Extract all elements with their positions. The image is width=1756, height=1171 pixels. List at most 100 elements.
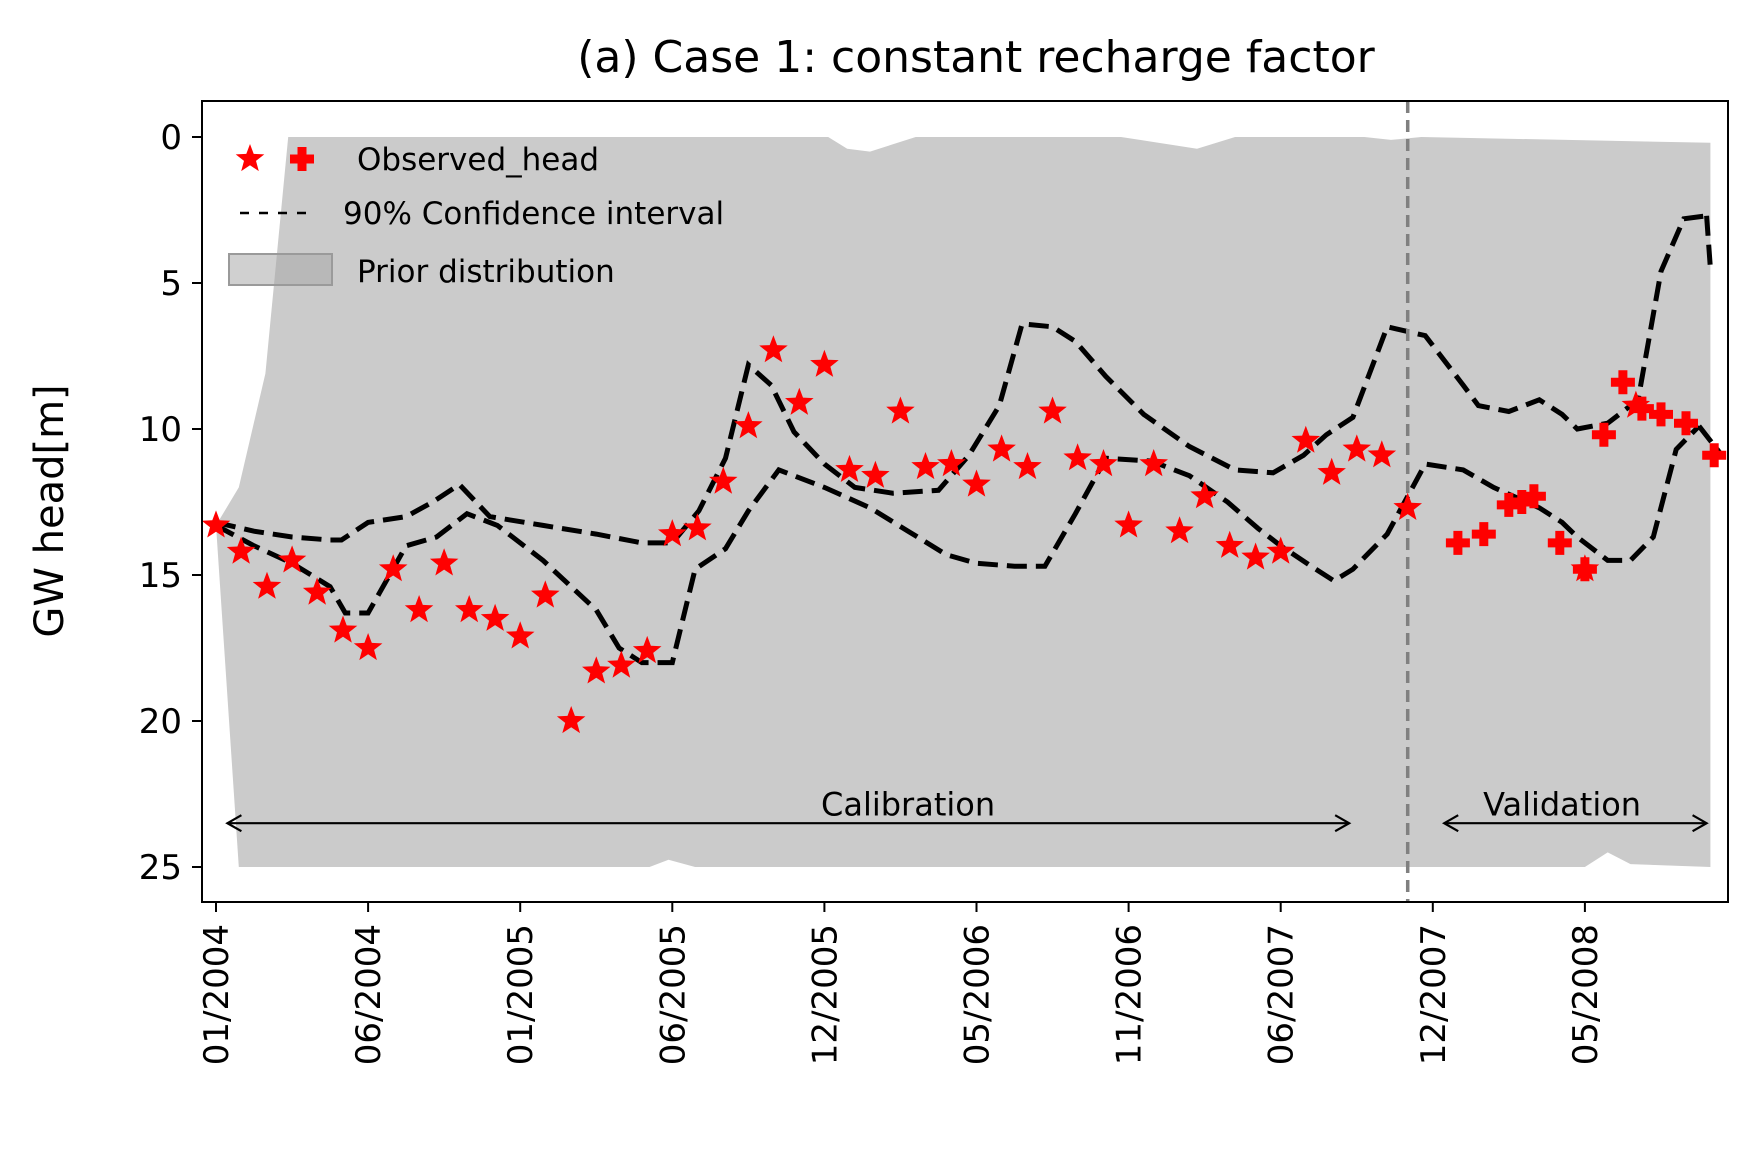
observed-plus-point [1674,411,1698,436]
x-tick-label: 06/2004 [349,924,389,1065]
observed-star-point [455,595,484,623]
observed-star-point [607,650,636,678]
observed-star-point [480,603,510,631]
plot-frame [201,100,1729,903]
observed-star-point [252,571,282,599]
validation-arrow-head-left [1441,814,1459,833]
observed-star-point [1114,510,1143,538]
x-tick-label: 11/2006 [1110,924,1150,1065]
observed-star-point [531,580,560,608]
ci-lower-line [214,424,1701,666]
observed-star-point [1165,516,1194,544]
y-tick-label: 25 [139,848,182,888]
x-tick-label: 05/2008 [1566,924,1606,1065]
prior-distribution-band [216,137,1711,867]
observed-plus-point [1649,402,1673,427]
observed-star-point [1367,440,1397,468]
observed-star-point [1038,396,1067,424]
observed-plus-point [1509,490,1534,514]
observed-star-point [835,454,864,482]
observed-star-point [962,469,991,497]
observed-star-point [1241,542,1270,570]
observed-star-point [734,411,763,439]
observed-star-point [937,449,966,477]
legend-label-prior: Prior distribution [357,254,615,290]
observed-star-point [302,577,332,605]
validation-arrow-head-right [1692,814,1709,833]
y-axis-label: GW head[m] [27,384,73,637]
observed-star-point [505,621,535,649]
y-tick-label: 20 [139,702,182,742]
legend-prior-patch [228,253,333,286]
y-tick-label: 5 [160,264,182,304]
observed-star-point [226,536,256,564]
axes: 0 5 10 15 20 25 01/2004 06/2004 01/2005 06/2005 12… [139,100,1729,1065]
y-tick-label: 0 [160,118,182,158]
observed-plus-point [1591,422,1616,447]
observed-plus-point [1702,443,1727,468]
prior-distribution-area [216,137,1711,867]
x-tick-label: 06/2007 [1262,924,1302,1065]
x-tick-label: 01/2005 [501,924,541,1065]
observed-star-point [353,633,383,661]
observed-star-point [404,595,434,623]
x-tick-label: 01/2004 [197,924,237,1065]
observed-plus-point [1471,522,1496,547]
y-tick-label: 15 [139,556,182,596]
observed-star-point [810,349,839,377]
calibration-arrow-head-left [225,814,242,833]
observed-star-point [1089,449,1118,477]
observed-star-point [1342,434,1371,462]
ci-upper-line [215,213,1707,546]
observed-star-point [861,460,890,488]
observed-star-point [886,396,915,424]
observed-star-point [1393,492,1422,520]
legend-label-observed: Observed_head [357,142,599,178]
period-annotations: Calibration Validation [225,786,1709,833]
observed-plus-point [1629,396,1654,421]
legend-plus-marker [290,147,314,171]
observed-head-points [201,335,1727,734]
observed-star-point [1215,530,1244,558]
x-tick-label: 12/2007 [1414,924,1454,1065]
observed-star-point [1190,481,1219,509]
calibration-label: Calibration [821,786,995,824]
observed-star-point [911,452,940,480]
observed-plus-point [1521,484,1546,509]
observed-star-point [1291,425,1321,453]
observed-star-point [201,510,231,538]
chart-title: (a) Case 1: constant recharge factor [577,32,1375,83]
observed-star-point [658,519,687,547]
legend-label-ci: 90% Confidence interval [343,196,724,232]
observed-star-point [429,548,459,576]
observed-star-point [1139,449,1168,477]
observed-star-point [582,656,611,684]
observed-star-point [632,635,662,664]
x-tick-label: 06/2005 [653,924,693,1065]
observed-plus-point [1572,557,1597,582]
observed-plus-point [1445,530,1470,555]
observed-star-point [759,335,788,363]
observed-plus-point [1610,370,1635,395]
observed-star-point [1013,452,1042,480]
x-tick-label: 12/2005 [805,924,845,1065]
validation-label: Validation [1483,786,1641,824]
observed-star-point [1317,457,1346,485]
x-tick-label: 05/2006 [958,924,998,1065]
observed-star-point [328,615,358,643]
observed-plus-point [1547,530,1572,555]
observed-star-point [987,434,1016,462]
legend-star-marker [235,144,265,172]
ci-upper-tail-line [1704,215,1713,269]
calibration-arrow-head-right [1334,814,1352,833]
observed-star-point [277,545,307,573]
observed-star-point [1063,443,1092,471]
observed-star-point [1266,536,1295,564]
legend: Observed_head 90% Confidence interval Prio… [228,142,724,290]
y-tick-label: 10 [139,410,182,450]
observed-star-point [785,387,814,415]
observed-plus-point [1496,492,1521,517]
observed-star-point [556,706,586,734]
